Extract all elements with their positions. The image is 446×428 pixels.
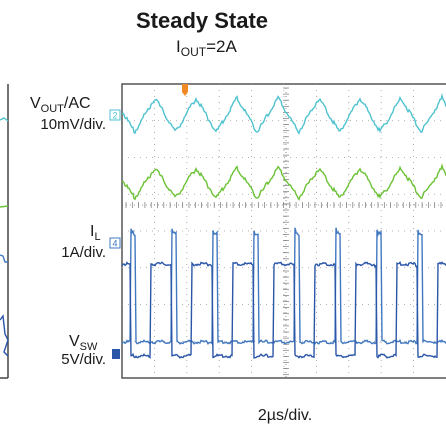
- vsw-label: VSW: [69, 333, 98, 353]
- vout-scale: 10mV/div.: [40, 116, 106, 133]
- il-label: IL: [90, 223, 101, 243]
- vsw-scale: 5V/div.: [61, 351, 106, 368]
- svg-text:2: 2: [112, 111, 117, 121]
- scope-traces: [121, 93, 446, 359]
- trigger-marker: [182, 84, 188, 96]
- channel-marker-il: 4: [109, 237, 121, 249]
- channel-label-vsw: VSW 5V/div.: [61, 333, 106, 368]
- vsw-trace: [121, 261, 446, 359]
- il-trace: [121, 227, 446, 346]
- svg-text:4: 4: [112, 239, 117, 249]
- scope-grid: [122, 84, 446, 378]
- chart-subtitle: IOUT=2A: [176, 37, 237, 59]
- channel-marker-vout: 2: [109, 109, 121, 121]
- chart-title: Steady State: [136, 8, 268, 33]
- adjacent-vout-trace: [0, 117, 9, 122]
- vout-label: VOUT/AC: [30, 95, 91, 115]
- channel-label-vout: VOUT/AC 10mV/div.: [30, 95, 106, 133]
- il-ripple-trace: [121, 163, 446, 201]
- x-scale-label: 2µs/div.: [258, 407, 312, 424]
- adjacent-green-trace: [0, 205, 9, 208]
- adjacent-panel-traces: [0, 117, 9, 357]
- channel-label-il: IL 1A/div.: [61, 223, 106, 261]
- channel-marker-vsw: [112, 349, 120, 359]
- adjacent-vsw-trace: [0, 314, 9, 357]
- vout-trace: [121, 93, 446, 135]
- adjacent-il-trace: [0, 254, 8, 263]
- il-scale: 1A/div.: [61, 244, 106, 261]
